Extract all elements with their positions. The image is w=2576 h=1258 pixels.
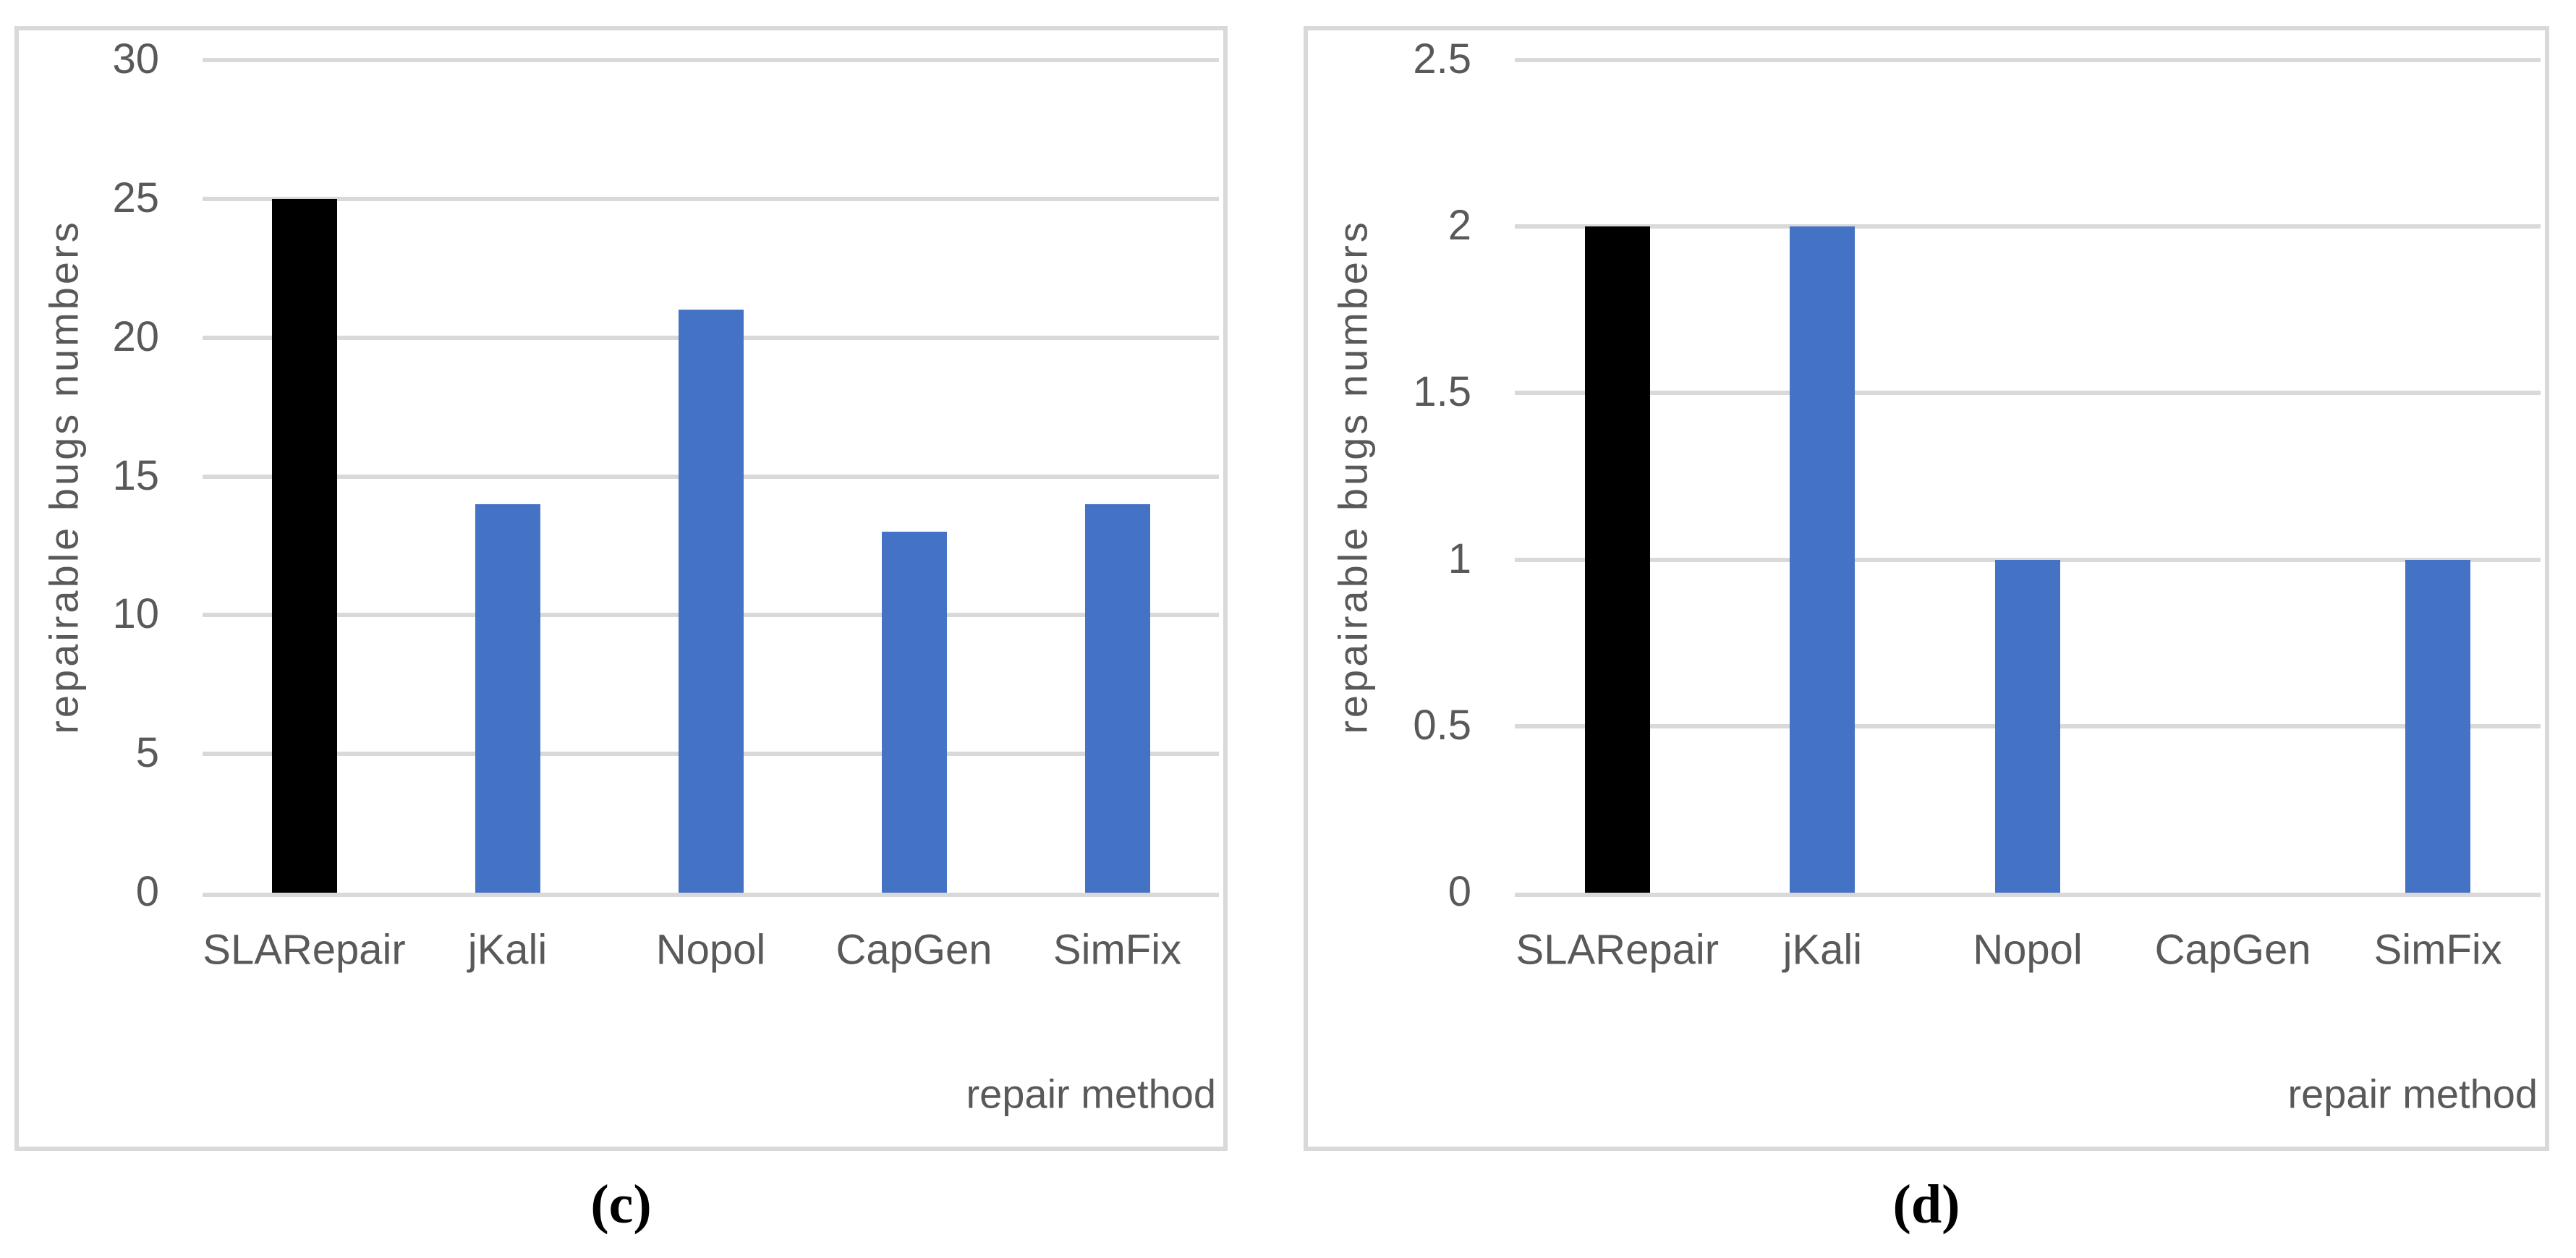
- y-tick-label: 20: [112, 313, 159, 360]
- y-tick-label: 5: [135, 729, 159, 777]
- y-tick-label: 15: [112, 451, 159, 499]
- x-tick-label: SLARepair: [203, 926, 406, 974]
- y-tick-label: 1: [1448, 535, 1471, 582]
- y-tick-label: 0.5: [1413, 701, 1471, 749]
- x-tick-label: SimFix: [1053, 926, 1182, 974]
- x-tick-label: jKali: [467, 926, 548, 974]
- gridline: [203, 196, 1219, 201]
- x-tick-label: CapGen: [2154, 926, 2311, 974]
- y-tick-label: 0: [1448, 868, 1471, 916]
- gridline: [203, 58, 1219, 62]
- bar-simfix: [2405, 559, 2471, 893]
- caption-d: (d): [1892, 1174, 1960, 1235]
- x-tick-label: Nopol: [1973, 926, 2083, 974]
- y-tick-label: 0: [135, 868, 159, 916]
- gridline: [1515, 391, 2541, 396]
- y-axis-title: repairable bugs numbers: [41, 219, 87, 734]
- bar-jkali: [475, 503, 540, 893]
- plot-area: 0 5 10 15 20 25 30 SLARepair jKali Nopol CapGen Sim…: [112, 35, 1219, 1117]
- gridline: [1515, 893, 2541, 897]
- x-tick-label: SLARepair: [1516, 926, 1720, 974]
- bar-jkali: [1790, 226, 1856, 893]
- bar-nopol: [678, 310, 744, 893]
- gridline: [203, 893, 1219, 897]
- y-tick-label: 2: [1448, 202, 1471, 250]
- y-tick-label: 2.5: [1413, 35, 1471, 83]
- x-axis-title: repair method: [966, 1071, 1216, 1117]
- gridline: [1515, 58, 2541, 62]
- gridline: [1515, 224, 2541, 229]
- x-tick-label: Nopol: [655, 926, 766, 974]
- plot-area: 0 0.5 1 1.5 2 2.5 SLARepair jKali Nopol CapGen Sim…: [1413, 35, 2541, 1117]
- bar-nopol: [1995, 559, 2060, 893]
- y-tick-label: 30: [112, 35, 159, 83]
- x-axis-title: repair method: [2287, 1071, 2538, 1117]
- caption-c: (c): [590, 1174, 652, 1235]
- chart-panel-d: 0 0.5 1 1.5 2 2.5 SLARepair jKali Nopol CapGen Sim…: [1304, 26, 2549, 1151]
- y-tick-label: 1.5: [1413, 368, 1471, 416]
- y-tick-label: 10: [112, 590, 159, 638]
- x-tick-label: jKali: [1782, 926, 1863, 974]
- bar-slarepair: [1584, 226, 1650, 893]
- gridline: [1515, 557, 2541, 562]
- y-axis-title: repairable bugs numbers: [1330, 219, 1376, 734]
- bar-capgen: [881, 532, 947, 893]
- bar-slarepair: [271, 198, 337, 893]
- bar-simfix: [1084, 503, 1150, 893]
- x-tick-label: SimFix: [2373, 926, 2502, 974]
- chart-panel-c: 0 5 10 15 20 25 30 SLARepair jKali Nopol CapGen Sim…: [14, 26, 1228, 1151]
- y-tick-label: 25: [112, 174, 159, 221]
- x-tick-label: CapGen: [836, 926, 992, 974]
